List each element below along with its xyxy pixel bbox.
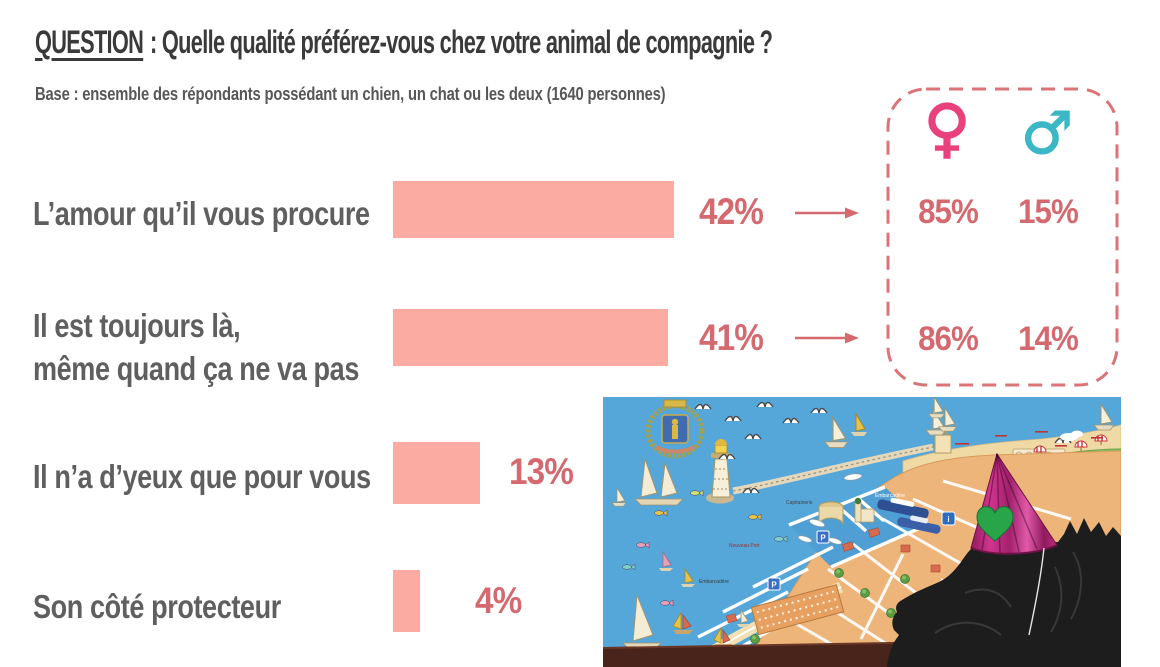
map-illustration: i P P Capitainerie Embarcadère Embarcadè… [603, 397, 1121, 667]
male-icon: ♂ [1020, 98, 1073, 167]
svg-text:Nouveau Port: Nouveau Port [729, 543, 760, 549]
question-text: : Quelle qualité préférez-vous chez votr… [150, 24, 773, 60]
page-title: QUESTION: Quelle qualité préférez-vous c… [35, 24, 783, 61]
female-icon: ♀ [923, 91, 971, 167]
svg-text:Embarcadère: Embarcadère [699, 579, 729, 585]
category-label: Il n’a d’yeux que pour vous [33, 458, 371, 495]
coat-of-arms [645, 399, 705, 459]
jetty [732, 431, 952, 495]
value-label: 41% [699, 317, 764, 358]
boats [611, 397, 1115, 650]
bar-protecteur [393, 570, 420, 632]
dog [887, 518, 1121, 667]
female-pct-row2: 86% [918, 320, 979, 358]
party-hat [970, 452, 1058, 636]
arrow-right-icon [795, 207, 859, 219]
category-label: Il est toujours là, même quand ça ne va … [33, 307, 359, 387]
svg-text:Capitainerie: Capitainerie [786, 500, 813, 506]
cloud [1060, 430, 1083, 441]
parking-sign: P [767, 577, 781, 591]
female-pct-row1: 85% [918, 193, 979, 231]
yacht [897, 515, 941, 534]
hat-string [1028, 547, 1045, 636]
church [854, 497, 875, 523]
gender-breakdown-box [886, 87, 1119, 387]
value-label: 42% [699, 191, 764, 232]
svg-text:P: P [771, 581, 777, 590]
value-label: 4% [475, 580, 522, 621]
male-pct-row1: 15% [1018, 193, 1079, 231]
arrow-right-icon [795, 332, 859, 344]
male-pct-row2: 14% [1018, 320, 1079, 358]
bar-yeux [393, 442, 480, 504]
yacht [877, 497, 929, 519]
svg-text:P: P [820, 534, 826, 543]
value-label: 13% [509, 451, 574, 492]
question-label: QUESTION [35, 24, 144, 60]
bar-toujours-la [393, 309, 668, 366]
category-label: L’amour qu’il vous procure [33, 195, 370, 232]
bar-amour [393, 181, 674, 238]
info-sign: i [941, 511, 956, 526]
base-note: Base : ensemble des répondants possédant… [35, 84, 666, 104]
category-label: Son côté protecteur [33, 588, 281, 625]
citadel-tower [818, 501, 844, 526]
svg-text:i: i [947, 515, 949, 524]
map-labels: Capitainerie Embarcadère Embarcadère Nou… [699, 431, 1103, 585]
heart-sticker [976, 506, 1014, 542]
dog-map-photo: i P P Capitainerie Embarcadère Embarcadè… [603, 397, 1121, 667]
svg-text:Embarcadère: Embarcadère [875, 493, 905, 499]
parking-sign: P [816, 530, 830, 544]
